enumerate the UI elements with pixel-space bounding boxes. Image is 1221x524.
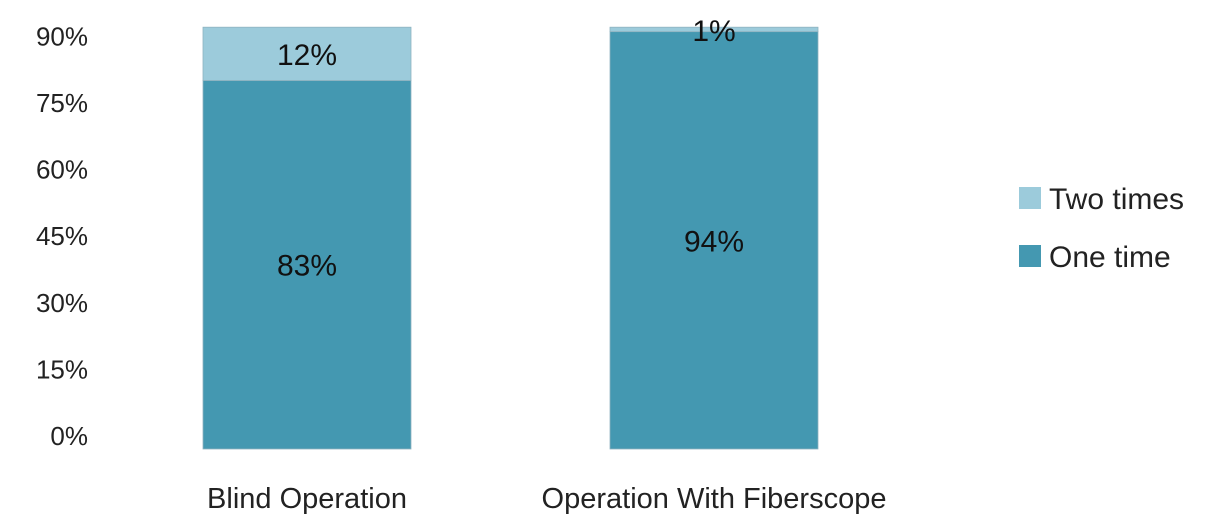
y-tick-label: 30% xyxy=(36,288,88,318)
y-tick-label: 90% xyxy=(36,21,88,51)
legend-label: One time xyxy=(1049,241,1171,274)
bars xyxy=(202,26,819,450)
data-labels: 83% 12% 94% 1% xyxy=(277,15,744,283)
y-axis-ticks: 0% 15% 30% 45% 60% 75% 90% xyxy=(36,21,88,451)
bar-segment-two-times xyxy=(609,26,819,33)
x-axis-labels: Blind Operation Operation With Fiberscope xyxy=(207,483,886,515)
legend-swatch xyxy=(1019,245,1041,267)
legend-swatch xyxy=(1019,187,1041,209)
y-tick-label: 0% xyxy=(50,421,88,451)
y-tick-label: 60% xyxy=(36,155,88,185)
data-label: 83% xyxy=(277,250,337,283)
bar-segment-two-times xyxy=(202,26,412,81)
data-label: 1% xyxy=(692,15,735,48)
x-category-label: Operation With Fiberscope xyxy=(542,483,887,515)
y-tick-label: 15% xyxy=(36,354,88,384)
data-label: 94% xyxy=(684,225,744,258)
legend-item: Two times xyxy=(1019,183,1184,216)
x-category-label: Blind Operation xyxy=(207,483,407,515)
y-tick-label: 75% xyxy=(36,88,88,118)
data-label: 12% xyxy=(277,39,337,72)
legend: Two times One time xyxy=(1019,183,1184,274)
y-tick-label: 45% xyxy=(36,221,88,251)
bar-segment-one-time xyxy=(202,80,412,450)
legend-label: Two times xyxy=(1049,183,1184,216)
legend-item: One time xyxy=(1019,241,1171,274)
